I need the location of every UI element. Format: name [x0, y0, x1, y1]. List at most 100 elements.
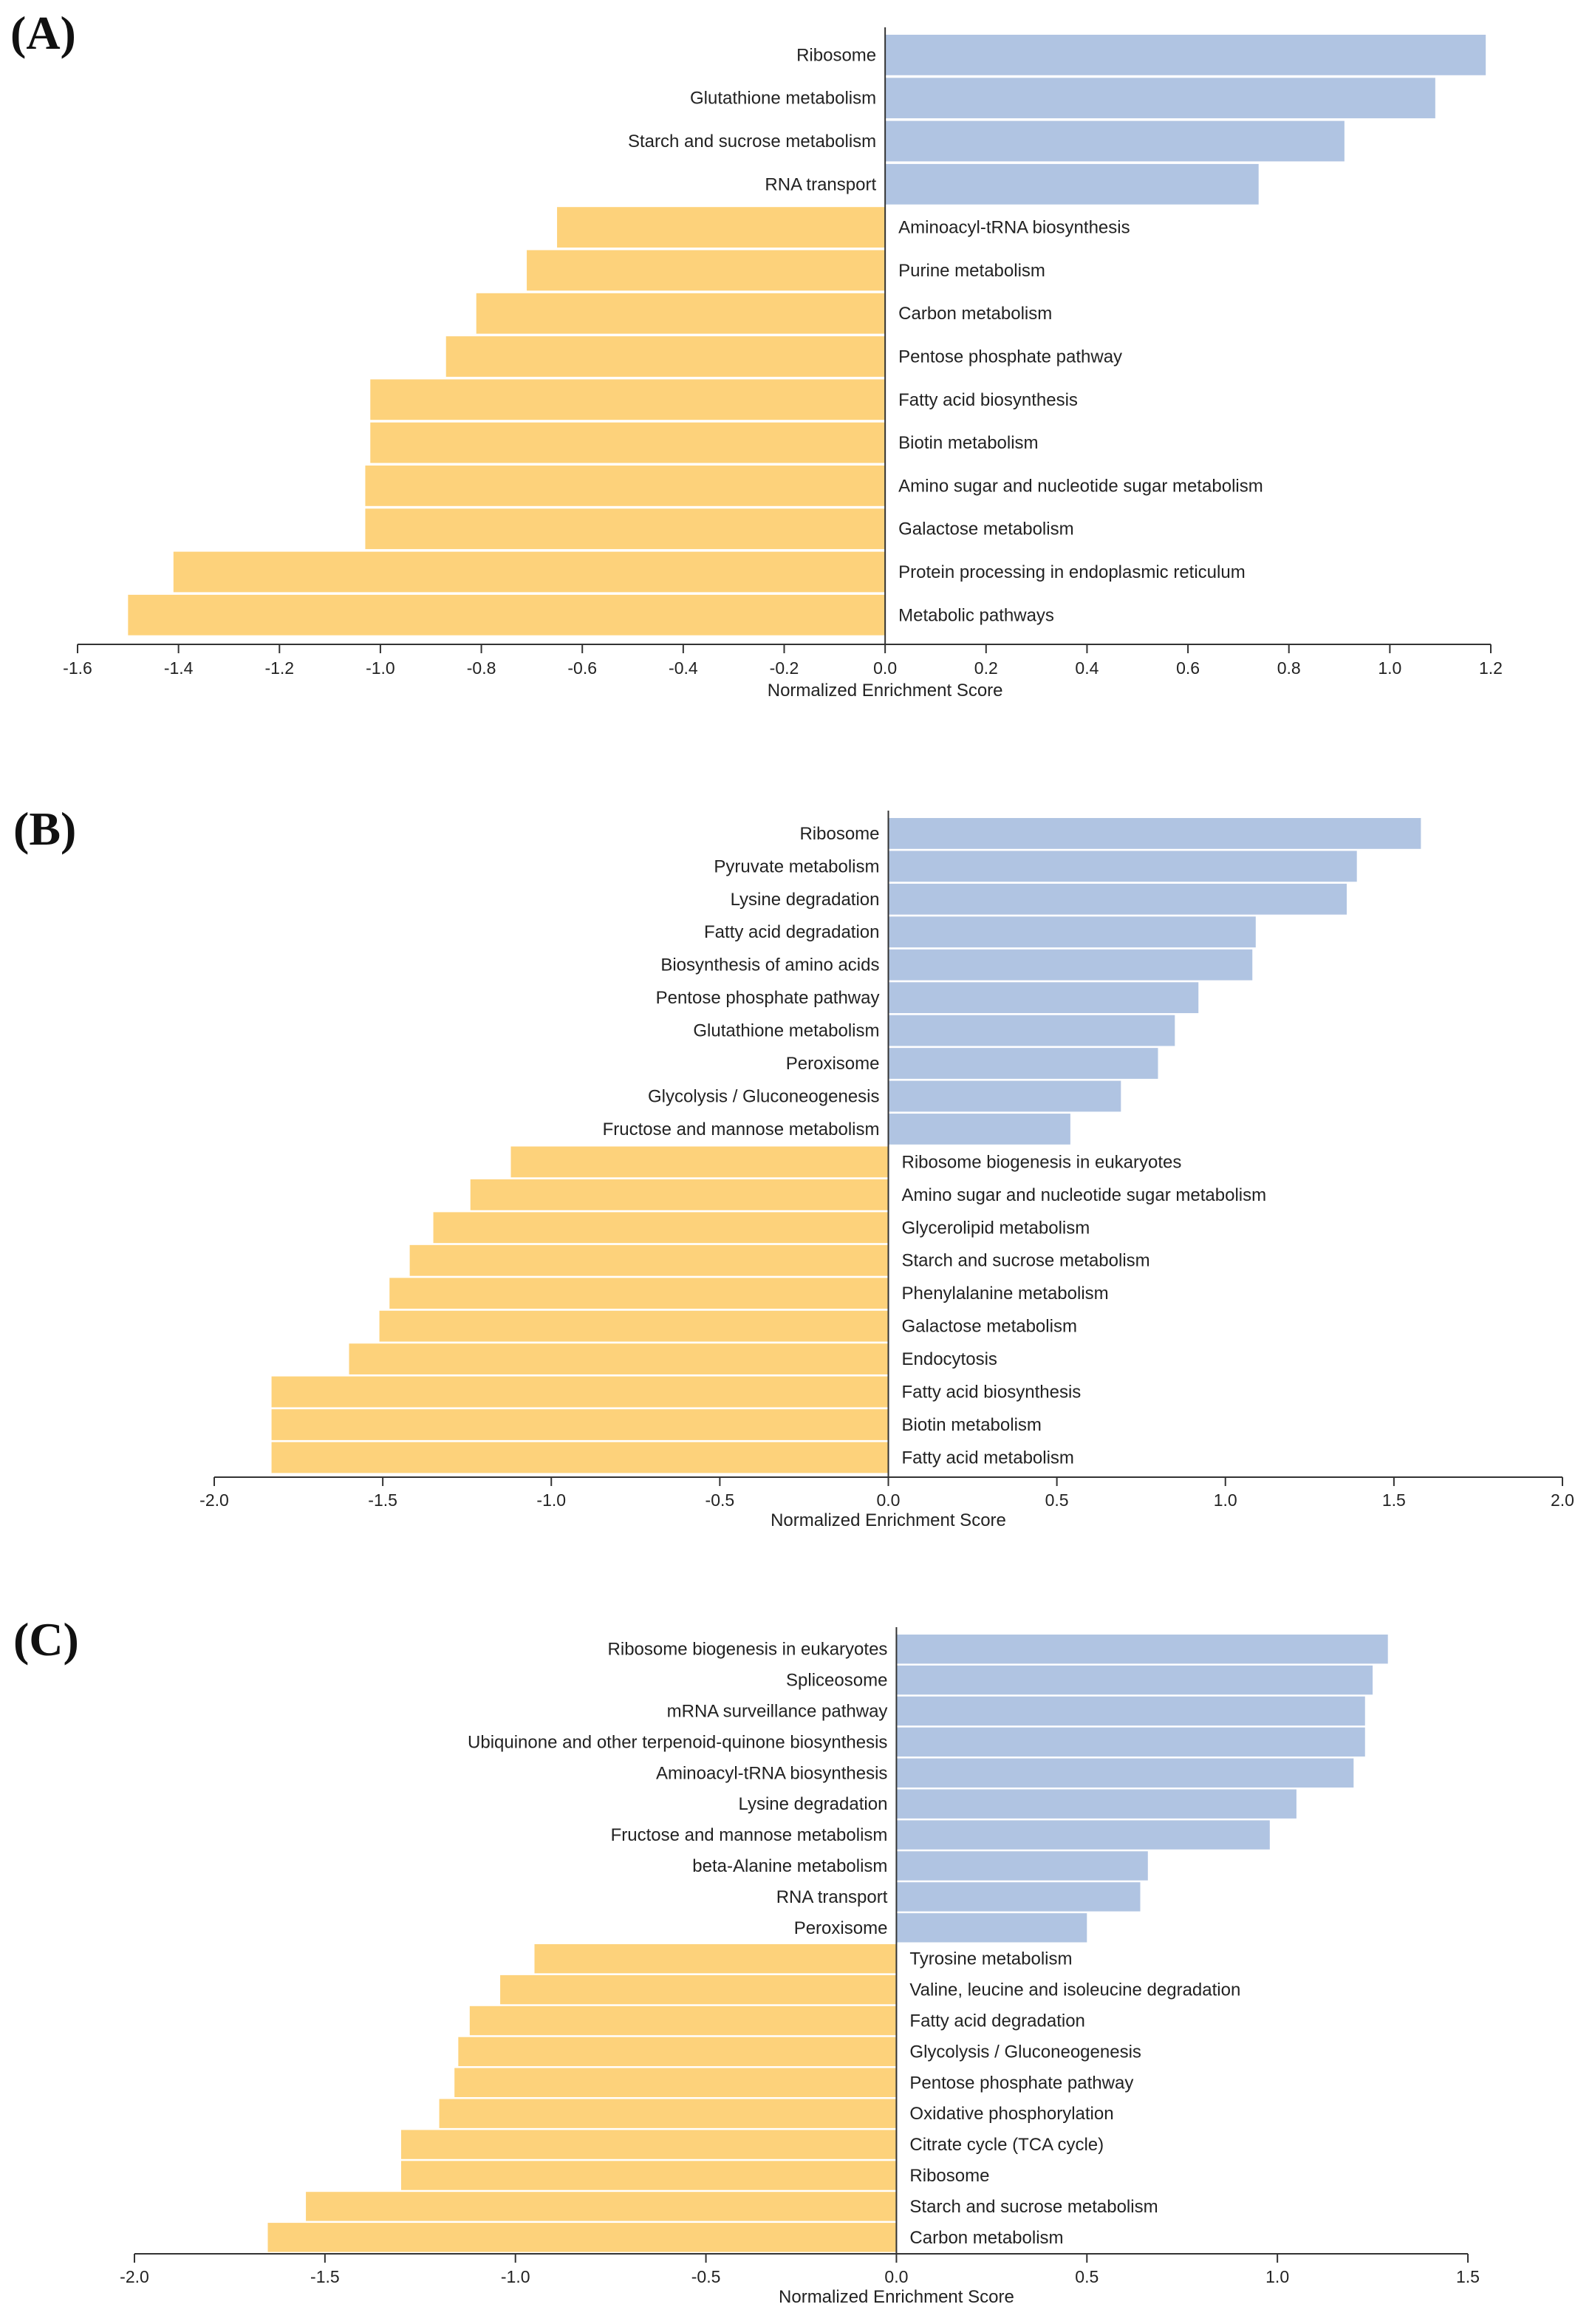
category-label: Fatty acid biosynthesis — [898, 390, 1078, 410]
category-label: Phenylalanine metabolism — [902, 1284, 1109, 1304]
x-tick-label: -0.6 — [567, 658, 597, 678]
x-tick-label: 0.4 — [1075, 658, 1099, 678]
bar-carbon-metabolism — [267, 2223, 897, 2252]
category-label: Metabolic pathways — [898, 605, 1054, 625]
x-tick-label: 1.0 — [1265, 2267, 1289, 2286]
x-tick-label: -1.0 — [501, 2267, 530, 2286]
category-label: Glycolysis / Gluconeogenesis — [909, 2042, 1141, 2062]
category-label: Ribosome biogenesis in eukaryotes — [902, 1152, 1182, 1172]
x-tick-label: 0.0 — [877, 1490, 901, 1510]
category-label: RNA transport — [776, 1887, 888, 1907]
category-label: Peroxisome — [786, 1054, 880, 1074]
category-label: RNA transport — [765, 174, 876, 194]
bar-ribosome-biogenesis-in-eukaryotes — [896, 1635, 1388, 1664]
x-tick-label: 1.0 — [1378, 658, 1401, 678]
x-tick-label: 0.8 — [1277, 658, 1301, 678]
x-tick-label: -1.0 — [366, 658, 395, 678]
category-label: Carbon metabolism — [909, 2228, 1063, 2248]
bar-pentose-phosphate-pathway — [445, 336, 886, 377]
bar-phenylalanine-metabolism — [389, 1278, 889, 1309]
category-label: Glycerolipid metabolism — [902, 1218, 1090, 1238]
bar-biotin-metabolism — [370, 422, 886, 463]
category-label: Tyrosine metabolism — [909, 1949, 1072, 1969]
x-tick-label: -1.2 — [264, 658, 294, 678]
category-label: Pentose phosphate pathway — [898, 347, 1122, 367]
x-axis-title: Normalized Enrichment Score — [768, 681, 1003, 701]
x-tick-label: 1.0 — [1214, 1490, 1237, 1510]
x-tick-label: -2.0 — [120, 2267, 149, 2286]
bar-starch-and-sucrose-metabolism — [885, 120, 1345, 162]
category-label: Lysine degradation — [731, 890, 880, 910]
bar-glutathione-metabolism — [888, 1015, 1175, 1046]
category-label: Pentose phosphate pathway — [656, 988, 880, 1008]
bar-aminoacyl-trna-biosynthesis — [557, 207, 886, 248]
bar-fatty-acid-metabolism — [271, 1442, 889, 1473]
category-label: Ribosome — [799, 824, 879, 844]
category-label: Amino sugar and nucleotide sugar metabol… — [898, 476, 1263, 496]
bar-glutathione-metabolism — [885, 78, 1435, 119]
category-label: Fatty acid degradation — [704, 922, 879, 942]
bar-ribosome — [888, 818, 1421, 849]
category-label: Glycolysis / Gluconeogenesis — [648, 1086, 879, 1106]
bar-starch-and-sucrose-metabolism — [409, 1244, 889, 1276]
category-label: Glutathione metabolism — [693, 1021, 879, 1041]
x-tick-label: -0.5 — [691, 2267, 721, 2286]
bar-galactose-metabolism — [365, 508, 886, 550]
bar-tyrosine-metabolism — [534, 1944, 897, 1974]
x-axis-title: Normalized Enrichment Score — [771, 1510, 1006, 1530]
category-label: Aminoacyl-tRNA biosynthesis — [656, 1763, 887, 1783]
category-label: Fructose and mannose metabolism — [611, 1825, 888, 1845]
category-label: Starch and sucrose metabolism — [909, 2197, 1158, 2217]
category-label: Galactose metabolism — [898, 519, 1073, 539]
bar-peroxisome — [896, 1913, 1087, 1943]
category-label: Pentose phosphate pathway — [909, 2073, 1133, 2093]
bar-ribosome — [401, 2161, 897, 2190]
category-label: Oxidative phosphorylation — [909, 2104, 1113, 2124]
category-label: Fructose and mannose metabolism — [603, 1120, 880, 1139]
x-tick-label: -2.0 — [199, 1490, 229, 1510]
category-label: Ribosome — [909, 2166, 989, 2186]
category-label: Biotin metabolism — [898, 433, 1038, 453]
bar-fructose-and-mannose-metabolism — [888, 1114, 1070, 1145]
panel-label-b: (B) — [13, 803, 77, 855]
bar-ribosome — [885, 35, 1486, 75]
category-label: Starch and sucrose metabolism — [902, 1251, 1150, 1271]
category-label: Ribosome — [796, 45, 876, 65]
bar-peroxisome — [888, 1048, 1158, 1079]
category-label: Ribosome biogenesis in eukaryotes — [608, 1640, 888, 1660]
x-tick-label: 1.5 — [1382, 1490, 1406, 1510]
x-tick-label: -0.4 — [669, 658, 698, 678]
x-tick-label: -1.5 — [310, 2267, 340, 2286]
bar-pentose-phosphate-pathway — [888, 982, 1199, 1014]
category-label: Carbon metabolism — [898, 304, 1052, 324]
chart-c: Ribosome biogenesis in eukaryotes Spliceo… — [120, 1627, 1480, 2307]
category-label: mRNA surveillance pathway — [667, 1701, 888, 1721]
x-tick-label: 0.0 — [873, 658, 897, 678]
category-label: Fatty acid metabolism — [902, 1448, 1074, 1468]
chart-a: Ribosome Glutathione metabolism Starch and… — [63, 27, 1503, 701]
bar-amino-sugar-and-nucleotide-sugar-metabolism — [470, 1179, 889, 1210]
bar-galactose-metabolism — [379, 1310, 889, 1342]
panel-label-c: (C) — [13, 1613, 79, 1666]
bar-purine-metabolism — [527, 250, 886, 291]
bar-lysine-degradation — [896, 1789, 1297, 1819]
bar-metabolic-pathways — [128, 594, 886, 635]
bar-carbon-metabolism — [476, 293, 886, 334]
bar-glycolysis-gluconeogenesis — [458, 2037, 897, 2067]
category-label: Biotin metabolism — [902, 1415, 1042, 1435]
x-tick-label: -1.6 — [63, 658, 92, 678]
category-label: Endocytosis — [902, 1349, 997, 1369]
category-label: Lysine degradation — [738, 1794, 887, 1814]
bar-ribosome-biogenesis-in-eukaryotes — [510, 1146, 889, 1178]
x-tick-label: 0.0 — [884, 2267, 908, 2286]
bar-valine-leucine-and-isoleucine-degradation — [500, 1974, 897, 2005]
bar-starch-and-sucrose-metabolism — [306, 2192, 897, 2221]
category-label: Glutathione metabolism — [690, 89, 876, 109]
bar-ubiquinone-and-other-terpenoid-quinone-biosynthesis — [896, 1727, 1365, 1757]
bar-fatty-acid-biosynthesis — [271, 1376, 889, 1408]
x-tick-label: -0.2 — [770, 658, 799, 678]
bar-biosynthesis-of-amino-acids — [888, 949, 1253, 981]
bar-mrna-surveillance-pathway — [896, 1696, 1365, 1726]
bar-oxidative-phosphorylation — [439, 2099, 897, 2128]
x-tick-label: -1.5 — [368, 1490, 397, 1510]
